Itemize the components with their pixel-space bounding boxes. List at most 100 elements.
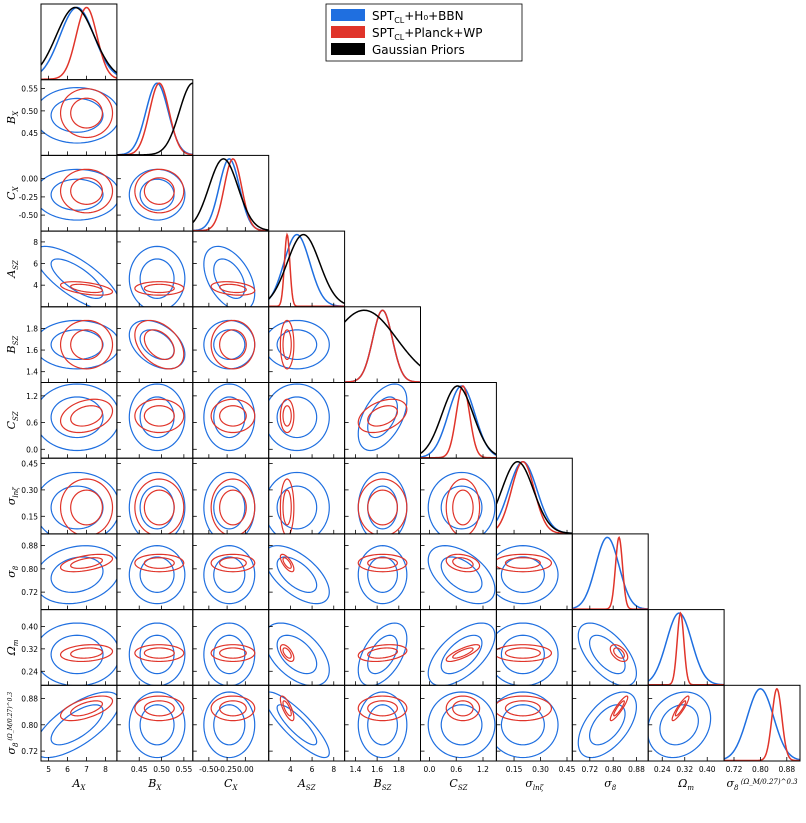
panel-frame (192, 457, 270, 535)
panel-C_X-vs-C_X (192, 154, 270, 232)
x-tick-label-C_X: -0.50 (199, 765, 219, 774)
y-axis-label-C_SZ: CSZ (5, 411, 20, 429)
svg-text:BSZ: BSZ (5, 336, 20, 355)
x-tick-label-B_SZ: 1.4 (349, 765, 361, 774)
panel-frame (40, 382, 118, 459)
contour-sigma_8-vs-sigma_lnzeta-series-0-level-1 (500, 556, 545, 593)
panel-frame (268, 230, 346, 308)
contour-sigma_8-vs-B_SZ-series-1-level-2 (357, 553, 408, 573)
contour-B_SZ-vs-A_SZ-series-1-level-1 (282, 329, 292, 361)
panel-C_SZ-vs-B_SZ (344, 382, 422, 459)
contour-A_SZ-vs-A_X-series-0-level-1 (50, 258, 104, 300)
panel-Omega_m-vs-sigma_lnzeta (495, 609, 573, 686)
panel-frame (495, 533, 573, 611)
panel-C_SZ-vs-A_X (40, 382, 118, 459)
y-tick-label-B_X: 0.50 (21, 107, 38, 116)
x-axis-label-sigma_lnzeta: σlnζ (525, 777, 544, 792)
panel-S8-vs-A_X (40, 684, 118, 762)
contour-A_SZ-vs-A_X-series-0-level-2 (41, 245, 117, 307)
panel-sigma_lnzeta-vs-sigma_lnzeta (495, 457, 573, 535)
panel-S8-vs-S8 (723, 684, 801, 762)
contour-S8-vs-sigma_8-series-1-level-2 (609, 695, 629, 722)
marginal-A_X-series-2 (41, 6, 117, 74)
contour-S8-vs-A_X-series-1-level-2 (59, 695, 114, 722)
x-tick-label-Omega_m: 0.40 (699, 765, 716, 774)
panel-Omega_m-vs-Omega_m (647, 609, 725, 686)
contour-C_X-vs-B_X-series-1-level-2 (134, 168, 185, 214)
x-axis-label-sigma_8: σ8 (604, 777, 617, 792)
y-tick-label-S8: 0.72 (21, 747, 38, 756)
legend-label-1: SPTCL+Planck+WP (372, 26, 483, 42)
contour-Omega_m-vs-B_SZ-series-1-level-2 (357, 644, 408, 663)
marginal-B_SZ-series-2 (344, 309, 421, 367)
marginal-A_X-series-1 (41, 6, 117, 80)
y-tick-label-sigma_lnzeta: 0.45 (21, 459, 38, 468)
panel-frame (420, 609, 497, 686)
y-tick-label-S8: 0.80 (21, 721, 38, 730)
contour-A_SZ-vs-B_X-series-0-level-1 (139, 258, 175, 300)
contour-S8-vs-C_SZ-series-0-level-2 (427, 691, 496, 759)
x-tick-label-S8: 0.80 (752, 765, 769, 774)
contour-sigma_8-vs-C_SZ-series-0-level-2 (427, 545, 496, 605)
panel-B_X-vs-A_X (40, 79, 118, 156)
x-tick-label-A_X: 7 (84, 765, 89, 774)
panel-A_SZ-vs-A_SZ (268, 230, 346, 308)
contour-S8-vs-B_SZ-series-1-level-2 (357, 695, 408, 722)
panel-Omega_m-vs-A_X (40, 609, 118, 686)
contour-sigma_lnzeta-vs-C_X-series-0-level-2 (203, 471, 256, 534)
contour-sigma_lnzeta-vs-B_X-series-0-level-1 (139, 485, 175, 530)
contour-C_SZ-vs-A_SZ-series-0-level-2 (268, 383, 330, 452)
contour-sigma_lnzeta-vs-B_SZ-series-1-level-1 (367, 489, 398, 526)
contour-Omega_m-vs-B_SZ-series-0-level-1 (367, 634, 398, 675)
y-tick-label-sigma_8: 0.72 (21, 588, 38, 597)
panel-S8-vs-B_X (116, 684, 194, 762)
marginal-Omega_m-series-0 (648, 612, 725, 686)
contour-sigma_lnzeta-vs-A_SZ-series-0-level-2 (268, 471, 330, 534)
contour-C_SZ-vs-B_SZ-series-0-level-2 (357, 383, 408, 452)
contour-sigma_lnzeta-vs-B_SZ-series-0-level-2 (357, 471, 408, 534)
contour-S8-vs-B_X-series-0-level-1 (139, 704, 175, 746)
x-axis-label-C_X: CX (224, 777, 238, 792)
panel-S8-vs-C_X (192, 684, 270, 762)
contour-S8-vs-Omega_m-series-1-level-2 (671, 695, 690, 722)
contour-A_SZ-vs-B_X-series-1-level-2 (134, 281, 185, 296)
contour-B_SZ-vs-C_X-series-1-level-1 (219, 329, 247, 361)
x-tick-label-B_SZ: 1.6 (371, 765, 383, 774)
marginal-A_SZ-series-2 (268, 233, 345, 305)
contour-Omega_m-vs-C_SZ-series-1-level-1 (452, 647, 474, 659)
contour-sigma_8-vs-B_SZ-series-0-level-1 (367, 556, 398, 593)
panel-Omega_m-vs-A_SZ (268, 609, 346, 686)
panel-C_SZ-vs-B_X (116, 382, 194, 459)
panel-frame (495, 609, 573, 686)
y-tick-label-B_X: 0.55 (21, 85, 38, 94)
contour-S8-vs-A_SZ-series-1-level-2 (279, 695, 295, 722)
panel-S8-vs-C_SZ (420, 684, 497, 762)
contour-C_X-vs-B_X-series-0-level-2 (128, 168, 186, 221)
panel-A_SZ-vs-A_X (40, 230, 118, 308)
x-axis-label-C_SZ: CSZ (449, 777, 467, 792)
panel-B_SZ-vs-A_SZ (268, 306, 346, 383)
contour-S8-vs-B_SZ-series-0-level-1 (367, 704, 398, 746)
contour-sigma_lnzeta-vs-C_SZ-series-1-level-2 (445, 478, 481, 534)
x-tick-label-A_X: 8 (103, 765, 108, 774)
panel-sigma_lnzeta-vs-A_X (40, 457, 118, 535)
marginal-sigma_lnzeta-series-2 (496, 460, 573, 534)
contour-Omega_m-vs-A_SZ-series-0-level-1 (276, 634, 318, 675)
panel-Omega_m-vs-B_X (116, 609, 194, 686)
contour-Omega_m-vs-A_SZ-series-1-level-1 (282, 647, 292, 659)
contour-S8-vs-sigma_8-series-0-level-1 (588, 704, 626, 746)
contour-Omega_m-vs-C_SZ-series-0-level-1 (440, 634, 483, 675)
panel-frame (495, 457, 573, 535)
contour-sigma_lnzeta-vs-B_X-series-1-level-2 (134, 478, 185, 534)
y-tick-label-A_SZ: 4 (33, 281, 38, 290)
svg-text:Ωm: Ωm (5, 639, 20, 656)
marginal-C_SZ-series-1 (420, 385, 497, 459)
y-tick-label-C_X: -0.25 (19, 193, 39, 202)
panel-sigma_8-vs-A_SZ (268, 533, 346, 611)
contour-Omega_m-vs-C_SZ-series-0-level-2 (427, 622, 496, 686)
marginal-C_X-series-1 (192, 158, 269, 232)
contour-C_SZ-vs-A_X-series-0-level-2 (41, 383, 117, 452)
legend-swatch-1 (331, 26, 365, 38)
contour-sigma_8-vs-C_X-series-1-level-2 (210, 553, 256, 573)
contour-A_SZ-vs-C_X-series-1-level-1 (219, 283, 247, 294)
